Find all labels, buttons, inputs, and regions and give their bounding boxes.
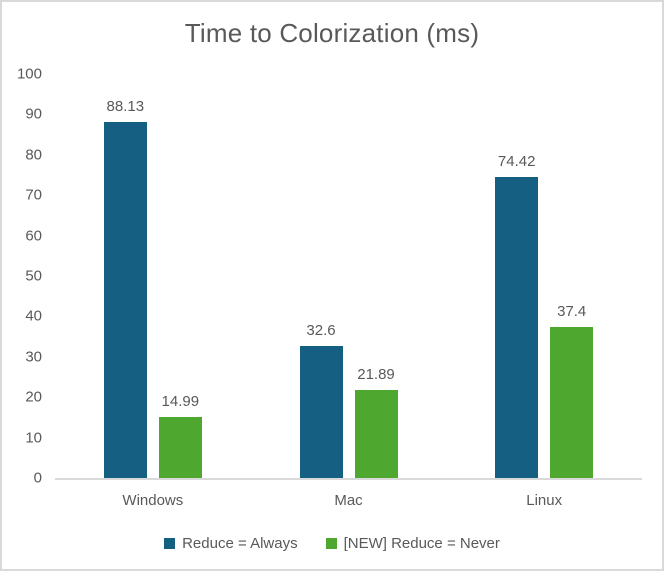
data-label: 21.89 <box>357 365 395 383</box>
y-tick-label: 10 <box>25 429 42 447</box>
data-label: 32.6 <box>306 322 336 340</box>
legend-swatch-icon <box>164 538 176 549</box>
data-label: 14.99 <box>161 393 200 411</box>
data-label: 37.4 <box>557 302 587 320</box>
bar-slot: 21.89 <box>354 74 398 478</box>
y-tick-label: 0 <box>33 469 42 487</box>
category-label-linux: Linux <box>526 492 563 509</box>
category-axis: Windows Mac Linux <box>55 492 642 509</box>
bar-slot: 32.6 <box>299 74 343 478</box>
bar-series2-linux <box>550 326 594 478</box>
bar-group-windows: 88.13 14.99 <box>55 74 251 478</box>
legend-label: [NEW] Reduce = Never <box>343 535 500 552</box>
y-tick-label: 70 <box>25 186 42 204</box>
chart-title: Time to Colorization (ms) <box>184 18 480 48</box>
bar-group-mac: 32.6 21.89 <box>251 74 447 478</box>
bar-series2-windows <box>158 417 202 478</box>
category-label-windows: Windows <box>122 492 184 509</box>
bar-series1-linux <box>495 177 539 478</box>
y-tick-label: 20 <box>25 388 42 406</box>
bar-groups: 88.13 14.99 32.6 21.89 74.42 37.4 <box>55 74 642 478</box>
legend: Reduce = Always [NEW] Reduce = Never <box>2 535 662 552</box>
y-tick-label: 30 <box>25 348 42 366</box>
category-label-mac: Mac <box>334 492 363 509</box>
y-tick-label: 40 <box>25 307 42 325</box>
y-tick-label: 100 <box>16 65 42 83</box>
bar-slot: 88.13 <box>103 74 147 478</box>
legend-swatch-icon <box>325 538 337 549</box>
legend-label: Reduce = Always <box>182 535 298 552</box>
bar-group-linux: 74.42 37.4 <box>446 74 642 478</box>
y-tick-label: 50 <box>25 267 42 285</box>
data-label: 74.42 <box>497 153 536 171</box>
bar-series2-mac <box>354 389 398 478</box>
bar-series1-windows <box>103 121 147 478</box>
y-tick-label: 90 <box>25 105 42 123</box>
data-label: 88.13 <box>106 97 145 115</box>
y-tick-label: 80 <box>25 146 42 164</box>
legend-item: Reduce = Always <box>164 535 298 552</box>
legend-item: [NEW] Reduce = Never <box>325 535 500 552</box>
x-axis-line <box>55 478 642 480</box>
y-axis: 0 10 20 30 40 50 60 70 80 90 100 <box>2 66 48 487</box>
y-tick-label: 60 <box>25 227 42 245</box>
bar-slot: 74.42 <box>495 74 539 478</box>
bar-slot: 14.99 <box>158 74 202 478</box>
bar-series1-mac <box>299 346 343 478</box>
plot-area: 88.13 14.99 32.6 21.89 74.42 37.4 <box>55 74 642 480</box>
bar-slot: 37.4 <box>550 74 594 478</box>
